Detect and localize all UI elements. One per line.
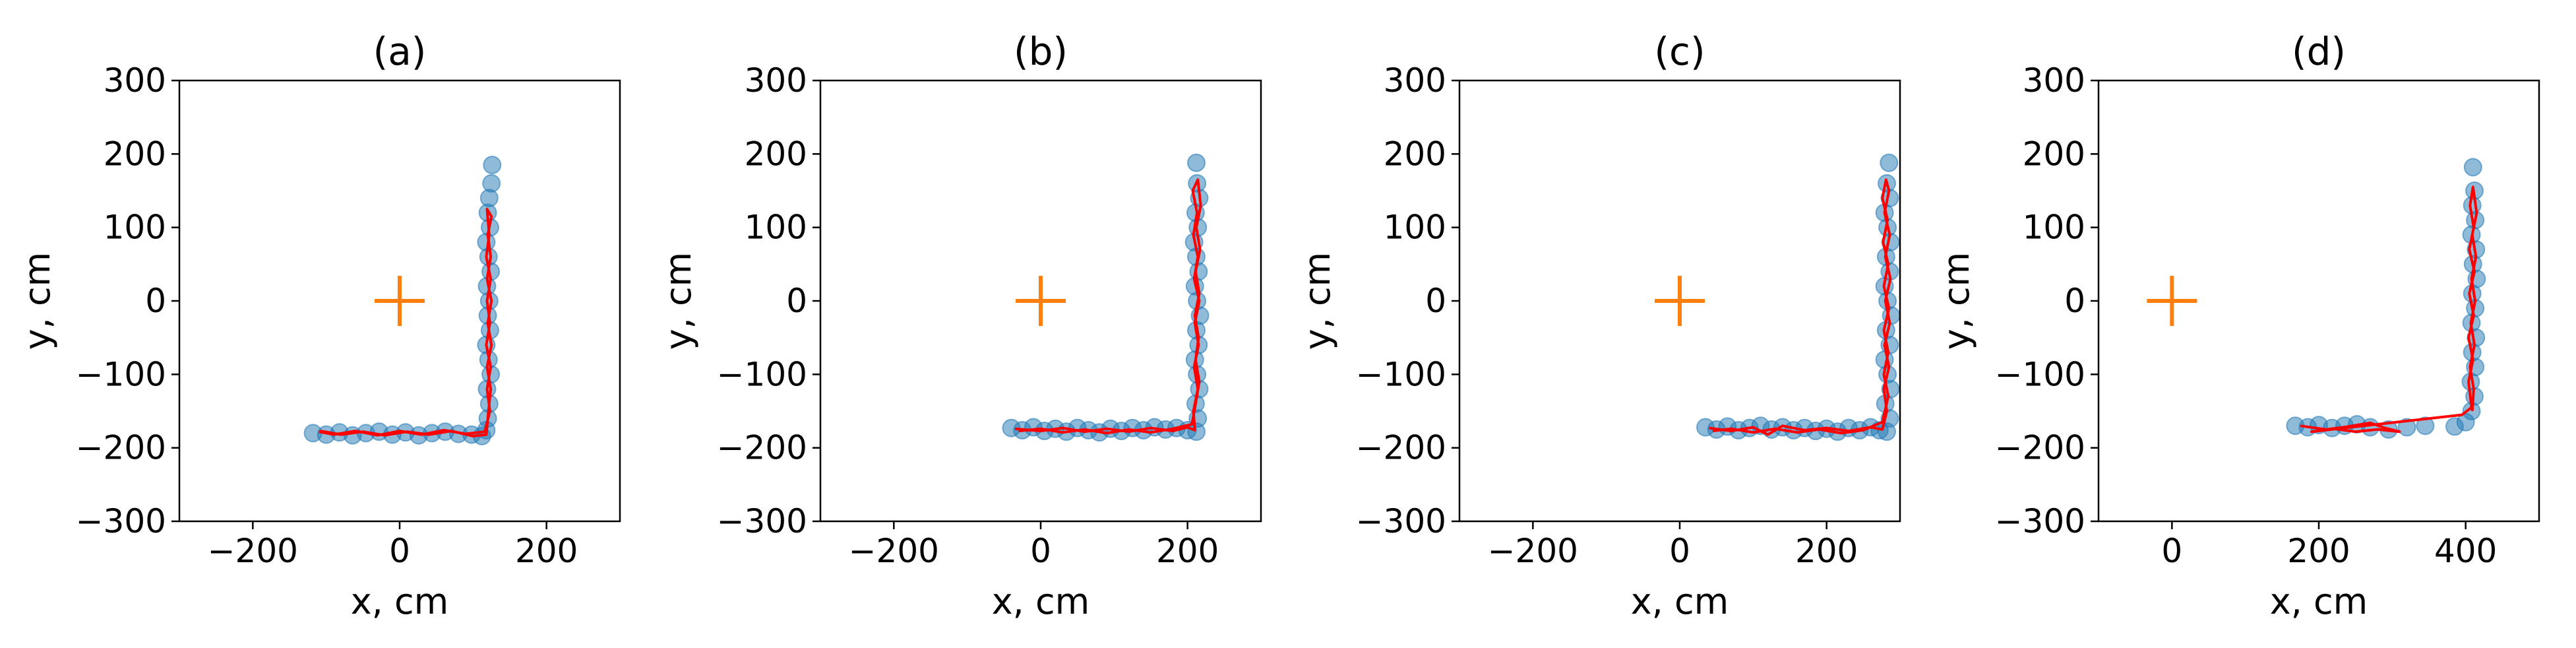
panel-c-point-35	[1880, 153, 1899, 172]
panel-c-xtick-label: 0	[1669, 532, 1690, 570]
panel-d-ytick-label: −200	[1995, 429, 2085, 467]
panel-b-title: (b)	[1014, 29, 1068, 74]
panel-b-trajectory-line	[1014, 178, 1202, 435]
panel-c-data-area	[1655, 153, 1900, 441]
panel-a-point-31	[482, 174, 501, 193]
panel-c-title: (c)	[1654, 29, 1705, 74]
panel-c-xtick-label: −200	[1488, 532, 1578, 570]
panel-d-point-9	[2416, 416, 2435, 436]
panel-a-ytick-label: −300	[76, 502, 166, 540]
panel-a-xtick-label: −200	[208, 532, 298, 570]
panel-d-ytick-label: −100	[1995, 355, 2085, 393]
panel-d-ytick-label: 300	[2023, 61, 2085, 100]
panel-a-ytick-label: 100	[104, 209, 166, 247]
panel-c-ytick-label: −300	[1356, 502, 1446, 540]
panel-c-plot: −200 0 200 −300 −200 −100 0 100 200 300	[1356, 61, 1901, 570]
panel-d-ytick-label: 0	[2064, 282, 2085, 320]
panel-d-point-6	[2360, 418, 2379, 437]
panel-c-origin-marker	[1655, 276, 1705, 326]
panel-d-ylabel: y, cm	[1936, 252, 1977, 350]
panel-d-trajectory-line	[2300, 185, 2478, 434]
panel-d-plot: 0 200 400 −300 −200 −100 0 100 200 300	[1995, 61, 2540, 570]
panel-c: (c) −200 0 200 −300 −200 −100 0 100 200 300 x, cm…	[1297, 29, 1901, 622]
panel-c-ytick-label: 100	[1384, 209, 1446, 247]
panel-a-ytick-label: −100	[76, 355, 166, 393]
panel-d-xtick-label: 200	[2287, 532, 2350, 570]
panel-b-xlabel: x, cm	[992, 581, 1090, 622]
panel-a-data-area	[303, 156, 502, 445]
panel-d-data-area	[2147, 158, 2486, 439]
panel-c-trajectory-line	[1709, 178, 1892, 436]
panel-c-ytick-label: 300	[1384, 61, 1446, 100]
panel-a-xtick-label: 200	[515, 532, 578, 570]
panel-d-xtick-label: 0	[2161, 532, 2182, 570]
panel-a-title: (a)	[373, 29, 427, 74]
panel-b-ytick-label: 0	[786, 282, 807, 320]
panel-d-ytick-label: 200	[2023, 135, 2085, 173]
panel-b-ylabel: y, cm	[658, 252, 699, 350]
panel-a-ytick-label: 0	[145, 282, 166, 320]
panel-a-origin-marker	[375, 276, 425, 326]
panel-b: (b) −200 0 200 −300 −200 −100 0 100 200 300 x, cm…	[658, 29, 1262, 622]
panel-d-xtick-label: 400	[2434, 532, 2497, 570]
panel-d-ytick-label: 100	[2023, 209, 2085, 247]
panel-b-ytick-label: −300	[717, 502, 807, 540]
panel-c-ytick-label: 200	[1384, 135, 1446, 173]
panel-a-xtick-label: 0	[389, 532, 410, 570]
panel-b-xtick-label: −200	[849, 532, 939, 570]
panel-b-ytick-label: −100	[717, 355, 807, 393]
panel-c-xlabel: x, cm	[1631, 581, 1729, 622]
panel-a-ytick-label: −200	[76, 429, 166, 467]
panel-a-ytick-label: 300	[104, 61, 166, 100]
panel-a-plot: −200 0 200 −300 −200 −100 0 100 200 300	[76, 61, 621, 570]
panel-b-ytick-label: 100	[745, 209, 807, 247]
panel-d-point-28	[2463, 158, 2482, 177]
panel-d-xlabel: x, cm	[2270, 581, 2368, 622]
panel-d-title: (d)	[2292, 29, 2346, 74]
panel-a-ytick-label: 200	[104, 135, 166, 173]
panel-b-point-35	[1187, 153, 1206, 172]
panel-c-ytick-label: −200	[1356, 429, 1446, 467]
panel-d-origin-marker	[2147, 276, 2197, 326]
panel-b-data-area	[1002, 153, 1210, 442]
panel-c-ylabel: y, cm	[1297, 252, 1338, 350]
panel-a: (a) −200 0 200 −300 −200 −100 0 100 200 300 x, cm…	[16, 29, 621, 622]
panel-c-ytick-label: 0	[1425, 282, 1446, 320]
panel-d-ytick-label: −300	[1995, 502, 2085, 540]
panel-a-point-32	[483, 156, 502, 175]
panel-a-trajectory-line	[319, 207, 493, 437]
panel-c-ytick-label: −100	[1356, 355, 1446, 393]
panel-b-ytick-label: 200	[745, 135, 807, 173]
panel-b-xtick-label: 0	[1030, 532, 1051, 570]
panel-a-xlabel: x, cm	[351, 581, 449, 622]
panel-b-ytick-label: 300	[745, 61, 807, 100]
panel-c-xtick-label: 200	[1795, 532, 1858, 570]
panel-b-ytick-label: −200	[717, 429, 807, 467]
panel-a-ylabel: y, cm	[16, 252, 58, 350]
panel-b-plot: −200 0 200 −300 −200 −100 0 100 200 300	[717, 61, 1262, 570]
panel-b-xtick-label: 200	[1156, 532, 1219, 570]
panel-d-point-8	[2397, 418, 2416, 437]
panel-b-origin-marker	[1016, 276, 1066, 326]
